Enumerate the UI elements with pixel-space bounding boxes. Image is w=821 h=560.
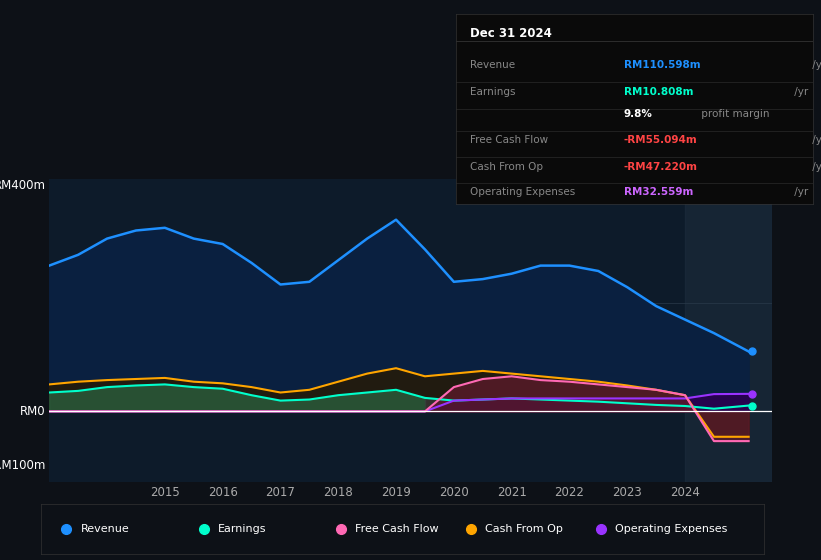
Text: /yr: /yr: [810, 60, 821, 69]
Text: RM110.598m: RM110.598m: [623, 60, 700, 69]
Text: RM10.808m: RM10.808m: [623, 87, 693, 97]
Bar: [685, 179, 772, 482]
Text: /yr: /yr: [810, 135, 821, 145]
Text: /yr: /yr: [791, 187, 808, 197]
Text: RM32.559m: RM32.559m: [623, 187, 693, 197]
Text: Revenue: Revenue: [470, 60, 515, 69]
Text: -RM55.094m: -RM55.094m: [623, 135, 697, 145]
Text: /yr: /yr: [791, 87, 808, 97]
Text: RM0: RM0: [20, 405, 46, 418]
Text: RM400m: RM400m: [0, 179, 46, 192]
Text: Revenue: Revenue: [80, 524, 130, 534]
Text: 9.8%: 9.8%: [623, 109, 653, 119]
Text: Cash From Op: Cash From Op: [485, 524, 563, 534]
Text: Earnings: Earnings: [218, 524, 267, 534]
Text: Cash From Op: Cash From Op: [470, 161, 543, 171]
Text: Free Cash Flow: Free Cash Flow: [355, 524, 439, 534]
Text: Operating Expenses: Operating Expenses: [470, 187, 576, 197]
Text: Dec 31 2024: Dec 31 2024: [470, 27, 552, 40]
Text: -RM47.220m: -RM47.220m: [623, 161, 698, 171]
Text: /yr: /yr: [810, 161, 821, 171]
Text: -RM100m: -RM100m: [0, 459, 46, 472]
Text: Free Cash Flow: Free Cash Flow: [470, 135, 548, 145]
Text: profit margin: profit margin: [698, 109, 769, 119]
Text: Operating Expenses: Operating Expenses: [616, 524, 727, 534]
Text: Earnings: Earnings: [470, 87, 516, 97]
